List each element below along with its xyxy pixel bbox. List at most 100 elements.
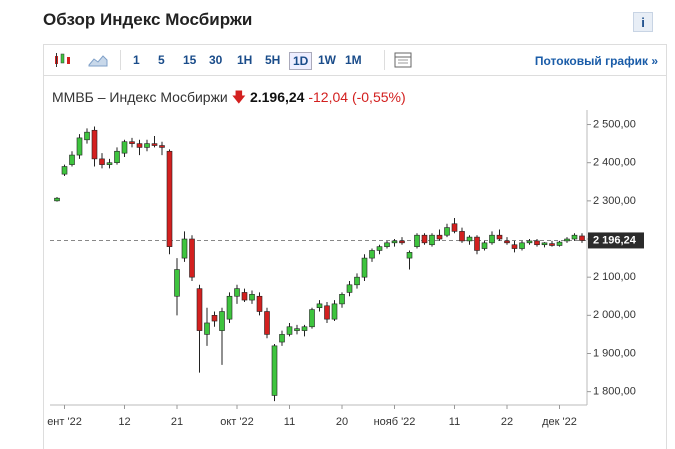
- interval-button[interactable]: 1H: [237, 53, 253, 67]
- candle-body: [391, 240, 398, 244]
- x-tick-label: нояб '22: [374, 416, 416, 428]
- y-tick-label: 2 500,00: [593, 118, 636, 130]
- interval-button[interactable]: 1: [133, 53, 140, 67]
- candle-body: [196, 288, 203, 331]
- candle-body: [489, 234, 495, 244]
- candle-body: [256, 295, 263, 312]
- candle-body: [189, 238, 195, 278]
- down-arrow: 🡇: [231, 89, 247, 105]
- x-tick-label: 11: [284, 416, 295, 428]
- candle-body: [339, 294, 345, 305]
- candle-body: [264, 311, 270, 335]
- interval-button[interactable]: 30: [209, 53, 223, 67]
- candle-body: [579, 235, 585, 241]
- area-icon[interactable]: [88, 51, 108, 69]
- candle-body: [496, 234, 503, 240]
- candle-body: [106, 162, 113, 165]
- y-tick-label: 1 900,00: [593, 347, 636, 359]
- candle-body: [144, 143, 150, 148]
- candle-body: [564, 238, 570, 242]
- candle-body: [129, 141, 135, 144]
- candle-body: [534, 240, 540, 246]
- candle-body: [324, 305, 330, 320]
- candle-body: [271, 345, 278, 396]
- candle-body: [421, 234, 428, 244]
- candle-body: [436, 234, 443, 240]
- candle-body: [361, 257, 368, 278]
- candle-body: [331, 303, 338, 320]
- candle-body: [286, 326, 293, 335]
- interval-button[interactable]: 1M: [345, 53, 362, 67]
- candle-body: [226, 295, 233, 320]
- change: -12,04: [308, 89, 349, 105]
- candle-icon[interactable]: [52, 51, 72, 69]
- quote: ММВБ – Индекс Мосбиржи 🡇 2.196,24 -12,04…: [52, 87, 406, 111]
- x-tick-label: 20: [336, 416, 348, 428]
- separator: [384, 50, 385, 70]
- candle-body: [384, 242, 390, 247]
- chart-panel: [43, 75, 667, 449]
- candle-body: [121, 141, 128, 154]
- candle-body: [406, 252, 413, 259]
- x-tick-label: 12: [118, 416, 130, 428]
- y-tick-label: 2 400,00: [593, 157, 636, 169]
- interval-button[interactable]: 1D: [289, 52, 313, 70]
- change-percent: (-0,55%): [351, 89, 406, 105]
- candle-body: [99, 158, 105, 165]
- stream-link[interactable]: Потоковый график »: [534, 54, 658, 68]
- x-tick-label: окт '22: [220, 416, 253, 428]
- x-tick-label: 21: [171, 416, 183, 428]
- candle-body: [61, 166, 68, 175]
- candle-body: [511, 244, 518, 249]
- candle-body: [91, 129, 98, 160]
- candle-body: [181, 238, 188, 259]
- candle-body: [354, 276, 360, 286]
- candle-body: [556, 241, 563, 246]
- candle-body: [151, 143, 158, 146]
- x-tick-label: 22: [501, 416, 513, 428]
- candle-body: [211, 315, 218, 322]
- interval-button[interactable]: 15: [183, 53, 197, 67]
- candle-body: [279, 334, 285, 343]
- candle-body: [204, 322, 210, 335]
- candle-body: [504, 240, 510, 244]
- candle-body: [549, 243, 555, 246]
- candle-body: [451, 223, 458, 232]
- info-button[interactable]: i: [633, 12, 653, 32]
- candle-body: [399, 240, 405, 244]
- candle-body: [429, 234, 435, 246]
- y-tick-label: 1 800,00: [593, 386, 636, 398]
- candle-body: [571, 234, 578, 240]
- interval-button[interactable]: 5H: [265, 53, 281, 67]
- last-price-label: 2 196,24: [593, 234, 637, 246]
- candle-body: [414, 234, 420, 247]
- candle-body: [54, 197, 60, 202]
- candle-body: [114, 150, 120, 163]
- table-icon[interactable]: [393, 51, 413, 69]
- candle-body: [459, 231, 465, 242]
- y-tick-label: 2 100,00: [593, 271, 636, 283]
- y-tick-label: 2 300,00: [593, 195, 636, 207]
- candle-body: [519, 242, 525, 249]
- candle-body: [219, 311, 225, 331]
- instrument: ММВБ – Индекс Мосбиржи: [52, 89, 228, 105]
- x-tick-label: дек '22: [542, 416, 577, 428]
- candle-body: [76, 137, 83, 156]
- candle-body: [241, 292, 248, 301]
- candle-body: [444, 227, 450, 236]
- candle-body: [301, 326, 308, 331]
- candle-body: [541, 242, 548, 246]
- candle-body: [294, 328, 300, 331]
- interval-button[interactable]: 1W: [318, 53, 336, 67]
- x-tick-label: ент '22: [47, 416, 82, 428]
- candle-body: [234, 288, 240, 297]
- candle-body: [159, 145, 165, 148]
- interval-button[interactable]: 5: [158, 53, 165, 67]
- candle-body: [481, 242, 488, 249]
- candle-body: [69, 154, 75, 165]
- last-price-box: [588, 232, 644, 249]
- candle-body: [316, 303, 323, 308]
- y-tick-label: 2 000,00: [593, 309, 636, 321]
